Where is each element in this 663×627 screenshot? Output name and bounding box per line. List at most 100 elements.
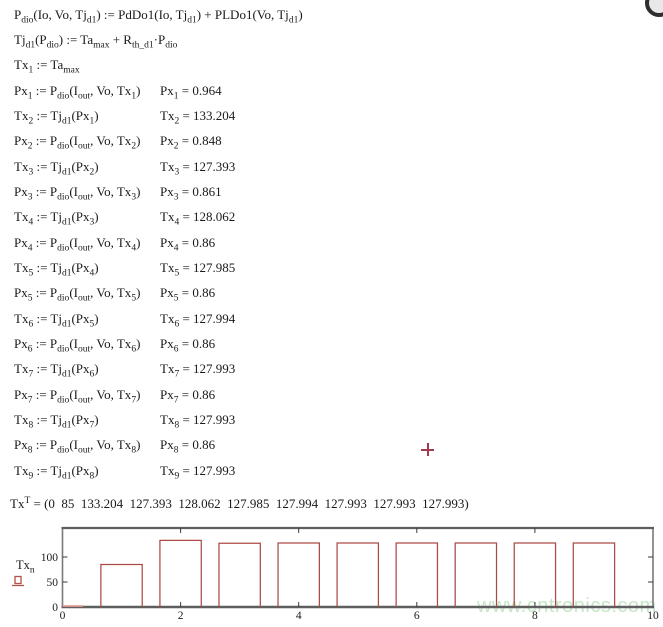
subscript: 3: [173, 192, 179, 203]
subscript: dio: [57, 91, 70, 102]
subscript: 2: [131, 141, 137, 152]
bar: [572, 542, 616, 607]
y-axis-label: Txn: [16, 558, 35, 576]
subscript: dio: [57, 243, 70, 254]
equation-row[interactable]: Px2 := Pdio(Iout, Vo, Tx2) Px2 = 0.848: [14, 130, 222, 152]
math-text: := Tj: [33, 158, 62, 174]
math-text: ): [136, 437, 141, 453]
subscript: 1: [27, 91, 33, 102]
equation-row[interactable]: Tjd1(Pdio) := Tamax + Rth_d1·Pdio: [14, 29, 177, 51]
vector-result-row[interactable]: TxT = (0 85 133.204 127.393 128.062 127.…: [10, 496, 469, 512]
math-text: ): [136, 285, 141, 301]
math-text: = 0.861: [178, 183, 222, 199]
math-text: ): [94, 361, 99, 377]
equation-row[interactable]: Tx6 := Tjd1(Px5) Tx6 = 127.994: [14, 308, 235, 330]
equation-row[interactable]: Tx4 := Tjd1(Px3) Tx4 = 128.062: [14, 206, 235, 228]
evaluation-result: Px3 = 0.861: [160, 181, 222, 203]
math-text: ) + PLDo1(Vo, Tj: [196, 6, 289, 22]
math-text: Tx: [16, 558, 30, 572]
subscript: 3: [89, 217, 95, 228]
evaluation-result: Px7 = 0.86: [160, 384, 215, 406]
math-text: , Vo, Tx: [90, 386, 132, 402]
plot-frame: [61, 527, 654, 608]
xy-plot-region[interactable]: 0 2 4 6 8 10 0 50 100 Txn: [0, 520, 663, 627]
math-text: = 127.393: [179, 158, 236, 174]
bar: [218, 542, 261, 607]
equation-row[interactable]: Tx8 := Tjd1(Px7) Tx8 = 127.993: [14, 409, 235, 431]
superscript: T: [24, 496, 31, 506]
expression: Tx3 := Tjd1(Px2): [14, 156, 99, 178]
math-text: = 128.062: [179, 209, 236, 225]
equation-row[interactable]: Px4 := Pdio(Iout, Vo, Tx4) Px4 = 0.86: [14, 232, 215, 254]
math-text: := P: [32, 82, 58, 98]
subscript: d1: [187, 15, 197, 25]
math-text: = (0 85 133.204 127.393 128.062 127.985 …: [30, 496, 469, 511]
equation-row[interactable]: Tx1 := Tamax: [14, 54, 80, 76]
equation-row[interactable]: Tx3 := Tjd1(Px2) Tx3 = 127.393: [14, 156, 235, 178]
math-text: (Px: [71, 310, 90, 326]
math-text: = 0.86: [178, 234, 216, 250]
subscript: d1: [86, 15, 97, 25]
expression: Px1 := Pdio(Iout, Vo, Tx1): [14, 80, 140, 102]
math-text: Tx: [14, 412, 29, 428]
subscript: 3: [131, 192, 137, 203]
math-text: Tx: [160, 158, 175, 174]
math-text: ) := Ta: [58, 31, 94, 47]
math-text: := P: [32, 285, 58, 301]
math-text: (Px: [71, 209, 90, 225]
math-text: , Vo, Tx: [90, 183, 132, 199]
crosshair-vertical-bar: [426, 443, 429, 456]
math-text: Px: [14, 133, 28, 149]
math-text: Px: [160, 234, 174, 250]
math-text: Px: [160, 82, 174, 98]
subscript: 9: [28, 471, 34, 482]
subscript: n: [29, 565, 35, 576]
subscript: 1: [28, 65, 34, 76]
math-text: Px: [14, 285, 28, 301]
math-text: := Tj: [33, 361, 62, 377]
equation-row[interactable]: Pdio(Io, Vo, Tjd1) := PdDo1(Io, Tjd1) + …: [14, 4, 303, 26]
subscript: 6: [89, 369, 95, 380]
equation-row[interactable]: Px1 := Pdio(Iout, Vo, Tx1) Px1 = 0.964: [14, 80, 222, 102]
equation-row[interactable]: Tx5 := Tjd1(Px4) Tx5 = 127.985: [14, 257, 235, 279]
math-text: = 127.985: [179, 260, 236, 275]
math-text: ·P: [153, 31, 166, 47]
evaluation-result: Px5 = 0.86: [160, 282, 215, 304]
math-text: Tx: [160, 107, 175, 123]
expression: Px3 := Pdio(Iout, Vo, Tx3): [14, 181, 140, 203]
math-text: (P: [35, 31, 47, 47]
subscript: dio: [57, 293, 70, 304]
equation-row[interactable]: Px3 := Pdio(Iout, Vo, Tx3) Px3 = 0.861: [14, 181, 222, 203]
subscript: 2: [174, 116, 180, 127]
subscript: out: [77, 293, 91, 304]
subscript: d1: [288, 15, 299, 25]
equation-row[interactable]: Px5 := Pdio(Iout, Vo, Tx5) Px5 = 0.86: [14, 282, 215, 304]
math-text: Tx: [14, 462, 29, 478]
subscript: 9: [174, 471, 180, 482]
equation-row[interactable]: Px6 := Pdio(Iout, Vo, Tx6) Px6 = 0.86: [14, 333, 215, 355]
equation-row[interactable]: Px8 := Pdio(Iout, Vo, Tx8) Px8 = 0.86: [14, 434, 215, 456]
subscript: 8: [89, 471, 95, 482]
math-text: = 127.994: [179, 310, 236, 326]
math-text: Px: [14, 386, 28, 402]
y-tick-label: 0: [52, 602, 58, 614]
math-text: = 0.86: [178, 437, 216, 453]
equation-row[interactable]: Px7 := Pdio(Iout, Vo, Tx7) Px7 = 0.86: [14, 384, 215, 406]
math-text: ): [298, 6, 303, 22]
math-text: = 0.86: [178, 386, 216, 402]
math-text: (Px: [71, 158, 90, 174]
subscript: 4: [174, 217, 180, 228]
equation-row[interactable]: Tx7 := Tjd1(Px6) Tx7 = 127.993: [14, 358, 235, 380]
equation-row[interactable]: Tx2 := Tjd1(Px1) Tx2 = 133.204: [14, 105, 235, 127]
math-text: Tx: [14, 209, 29, 225]
math-text: Tx: [14, 361, 29, 377]
math-text: (I: [69, 285, 78, 301]
equation-row[interactable]: Tx9 := Tjd1(Px8) Tx9 = 127.993: [14, 460, 235, 482]
math-text: := P: [32, 183, 58, 199]
evaluation-result: Tx2 = 133.204: [160, 105, 235, 127]
math-text: ): [136, 133, 141, 149]
subscript: 6: [28, 319, 34, 330]
math-text: Px: [160, 183, 174, 199]
evaluation-result: Tx3 = 127.393: [160, 156, 235, 178]
math-text: Tx: [160, 260, 175, 275]
